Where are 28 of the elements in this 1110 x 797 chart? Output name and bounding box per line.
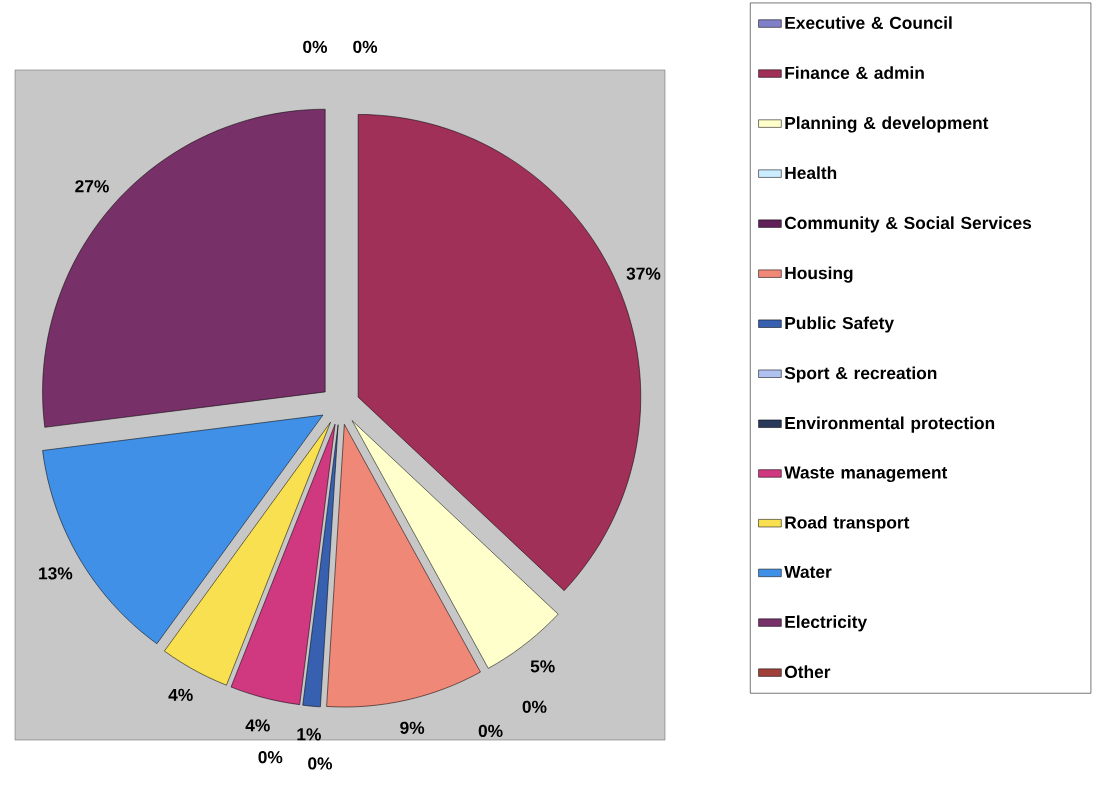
legend-label: Water [784, 565, 832, 579]
legend-label: Housing [785, 266, 853, 283]
legend-label: Executive & Council [785, 16, 952, 29]
text: 0% [308, 757, 333, 770]
legend-label: Finance & admin [785, 66, 924, 80]
legend-label: Electricity [785, 615, 868, 632]
data-label: 4% [245, 719, 270, 732]
text: 0% [478, 724, 503, 738]
legend-label: Public Safety [785, 316, 894, 333]
legend-label: Road transport [785, 515, 910, 533]
data-label: 37% [626, 267, 661, 280]
data-label: 27% [75, 180, 109, 193]
legend-label: Planning & development [785, 116, 989, 133]
data-label: 5% [530, 660, 555, 673]
text: 0% [258, 751, 283, 764]
legend-label: Community & Social Services [784, 216, 1032, 233]
text: 0% [303, 40, 328, 53]
data-label: 1% [297, 728, 321, 741]
legend-label: Environmental protection [785, 416, 995, 433]
legend-label: Other [784, 665, 831, 679]
data-label: 13% [39, 567, 73, 580]
text: 0% [522, 700, 547, 713]
data-label: 9% [400, 721, 425, 734]
legend-label: Health [785, 166, 837, 180]
text: 0% [353, 40, 378, 53]
legend-label: Sport & recreation [784, 366, 937, 383]
data-label: 4% [168, 688, 193, 701]
legend-label: Waste management [784, 466, 948, 483]
